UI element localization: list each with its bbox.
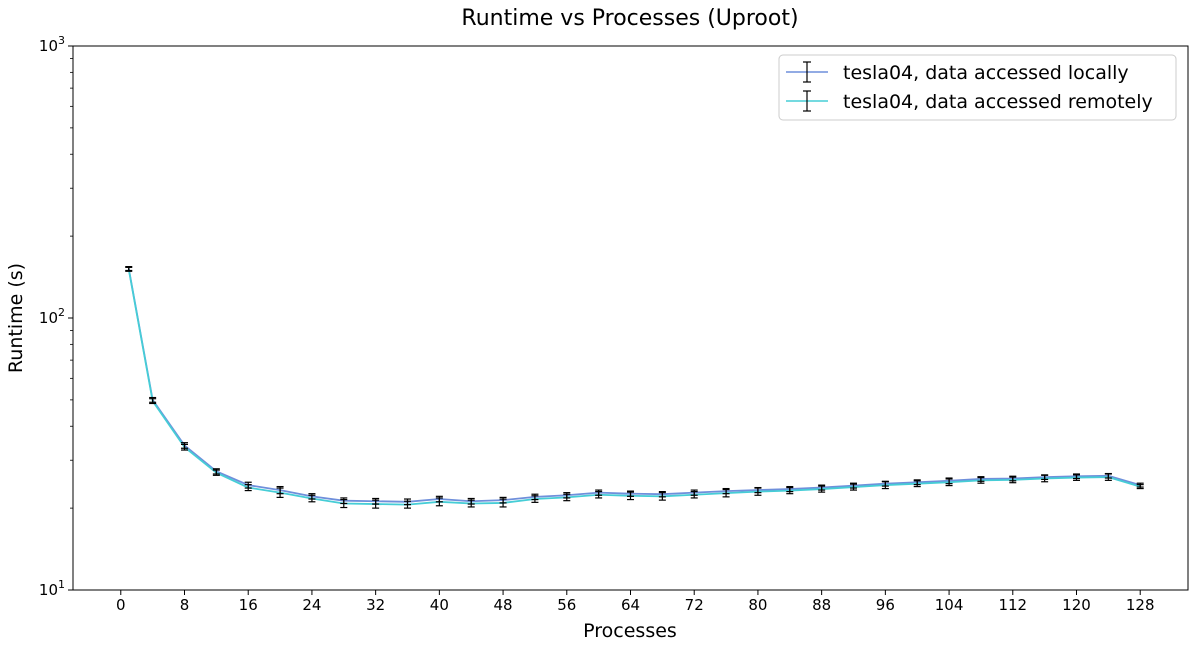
y-tick-base: 10 — [39, 581, 58, 599]
x-tick-label: 48 — [494, 596, 513, 614]
legend-entry-local: tesla04, data accessed locally — [786, 61, 1129, 84]
y-tick-exponent: 2 — [58, 306, 65, 319]
x-tick-label: 88 — [812, 596, 831, 614]
legend-label-local: tesla04, data accessed locally — [843, 62, 1129, 84]
x-tick-label: 32 — [366, 596, 385, 614]
x-tick-label: 120 — [1062, 596, 1091, 614]
x-tick-label: 40 — [430, 596, 449, 614]
x-tick-label: 112 — [998, 596, 1027, 614]
y-tick-exponent: 1 — [58, 578, 65, 591]
chart-title: Runtime vs Processes (Uproot) — [461, 6, 798, 31]
x-tick-label: 128 — [1126, 596, 1155, 614]
x-tick-label: 24 — [302, 596, 321, 614]
y-tick-base: 10 — [39, 37, 58, 55]
y-tick-exponent: 3 — [58, 34, 65, 47]
x-tick-label: 104 — [935, 596, 964, 614]
x-axis-label: Processes — [583, 620, 677, 642]
x-tick-label: 80 — [748, 596, 767, 614]
x-tick-label: 56 — [557, 596, 576, 614]
y-tick-label: 101 — [39, 578, 65, 599]
x-tick-label: 96 — [876, 596, 895, 614]
y-tick-label: 103 — [39, 34, 65, 55]
plot-area — [125, 266, 1144, 509]
legend-entry-remote: tesla04, data accessed remotely — [786, 90, 1153, 113]
x-tick-label: 0 — [116, 596, 126, 614]
plot-frame — [72, 45, 1189, 591]
y-tick-label: 102 — [39, 306, 65, 327]
legend-label-remote: tesla04, data accessed remotely — [843, 91, 1153, 113]
y-axis-label: Runtime (s) — [5, 263, 27, 373]
x-tick-label: 64 — [621, 596, 640, 614]
x-tick-label: 72 — [685, 596, 704, 614]
x-tick-label: 16 — [239, 596, 258, 614]
legend: tesla04, data accessed locally tesla04, … — [778, 54, 1177, 121]
y-tick-base: 10 — [39, 309, 58, 327]
legend-frame — [778, 54, 1177, 121]
axis-ticks: 0 8 16 24 32 40 48 56 64 72 80 88 96 104 112 120 1281011… — [39, 34, 1155, 614]
x-tick-label: 8 — [180, 596, 190, 614]
